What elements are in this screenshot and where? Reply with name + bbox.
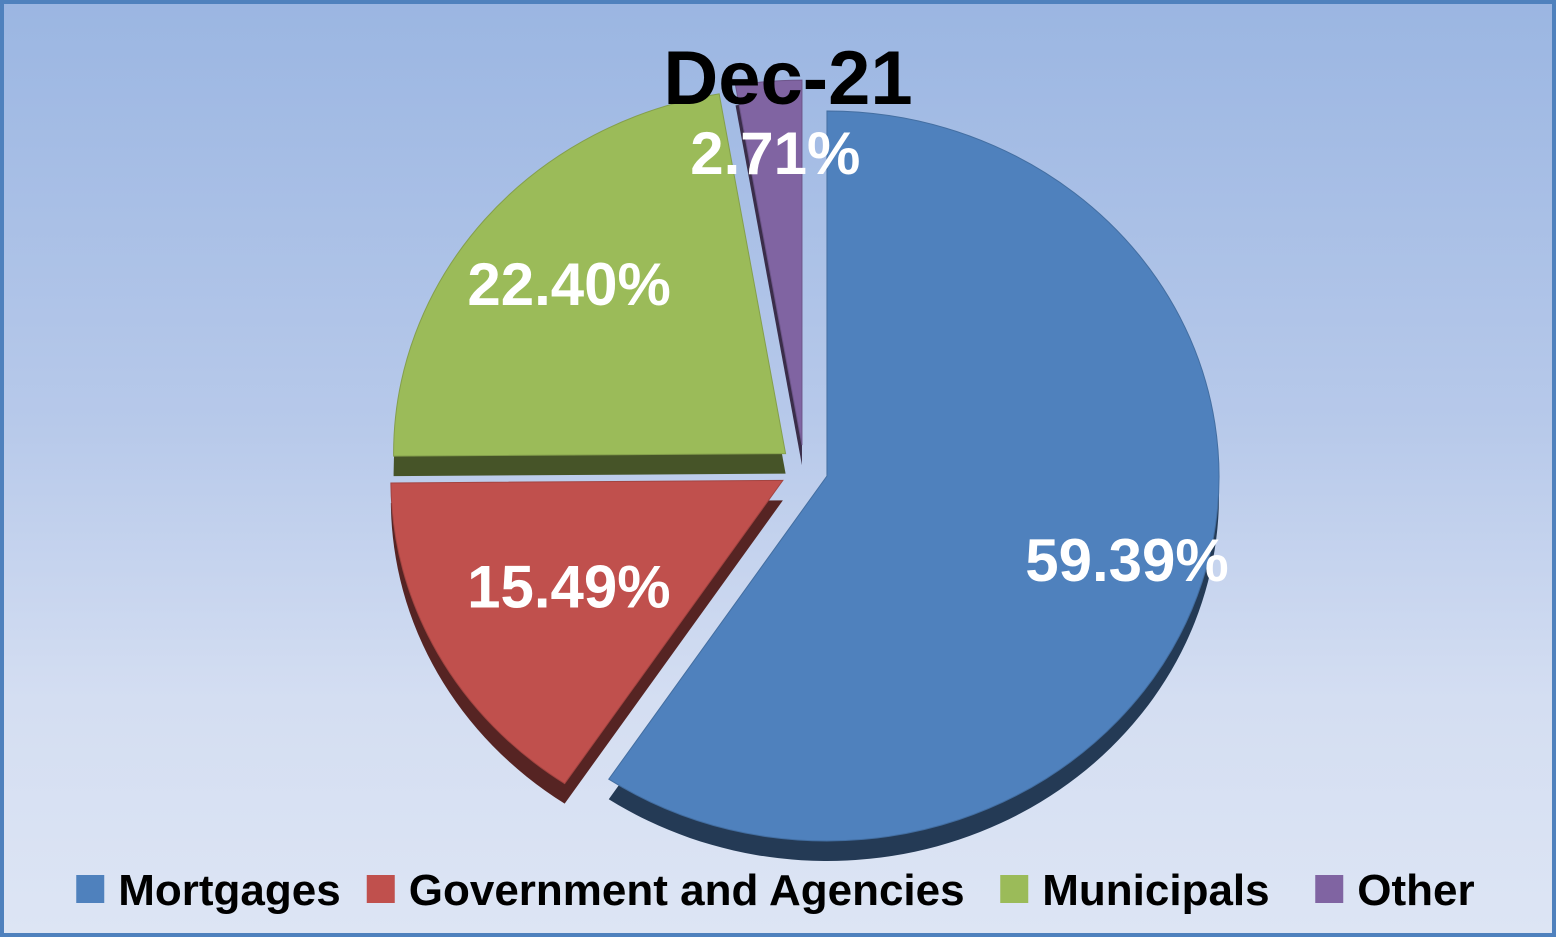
data-label-other: 2.71%	[690, 120, 860, 187]
legend-label-municipals: Municipals	[1042, 866, 1269, 915]
legend-swatch-municipals	[1000, 875, 1029, 903]
legend-swatch-other	[1315, 875, 1344, 903]
slice-mortgages[interactable]	[608, 110, 1220, 842]
chart-title: Dec-21	[663, 36, 912, 121]
legend-swatch-mortgages	[76, 875, 105, 903]
legend-label-other: Other	[1357, 866, 1474, 915]
legend-item-municipals: Municipals	[1000, 866, 1270, 915]
data-label-government-and-agencies: 15.49%	[467, 554, 671, 621]
slice-government-and-agencies[interactable]	[390, 479, 784, 785]
legend-item-government-and-agencies: Government and Agencies	[366, 866, 965, 915]
legend-label-government-and-agencies: Government and Agencies	[409, 866, 965, 915]
slice-municipals[interactable]	[393, 93, 787, 457]
data-labels-layer: 59.39% 15.49% 22.40% 2.71%	[467, 120, 1229, 620]
slice-other[interactable]	[734, 79, 803, 446]
slices-layer	[390, 79, 1220, 861]
legend-item-other: Other	[1315, 866, 1475, 915]
data-label-mortgages: 59.39%	[1025, 527, 1229, 594]
data-label-municipals: 22.40%	[467, 251, 671, 318]
legend: Mortgages Government and Agencies Municipa…	[76, 866, 1475, 915]
legend-label-mortgages: Mortgages	[118, 866, 340, 915]
legend-item-mortgages: Mortgages	[76, 866, 341, 915]
pie-chart: 59.39% 15.49% 22.40% 2.71% Dec-21 Mortgages…	[76, 36, 1475, 915]
legend-swatch-government-and-agencies	[366, 875, 395, 903]
